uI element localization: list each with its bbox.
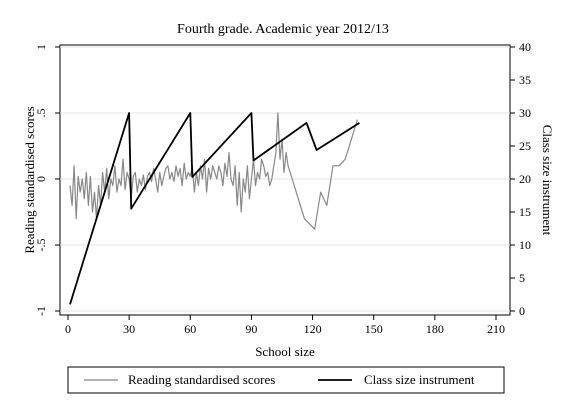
- legend-label-reading: Reading standardised scores: [128, 372, 275, 387]
- x-tick-label-7: 210: [487, 322, 505, 336]
- x-tick-label-1: 30: [123, 322, 135, 336]
- y-right-tick-label-5: 25: [519, 139, 531, 153]
- y-left-axis: -1 -.5 0 .5 1: [34, 44, 60, 316]
- legend-box: [67, 366, 505, 394]
- y-right-tick-label-3: 15: [519, 205, 531, 219]
- x-tick-label-4: 120: [304, 322, 322, 336]
- x-tick-label-0: 0: [65, 322, 71, 336]
- x-tick-label-6: 180: [426, 322, 444, 336]
- y-right-tick-label-0: 0: [519, 304, 525, 318]
- y-left-tick-label-2: 0: [34, 176, 48, 182]
- x-tick-label-5: 150: [365, 322, 383, 336]
- y-right-tick-label-7: 35: [519, 73, 531, 87]
- series-line-0: [69, 112, 358, 230]
- y-right-tick-label-1: 5: [519, 271, 525, 285]
- y-right-axis: 0 5 10 15 20 25 30 35 40: [510, 40, 531, 318]
- series-group: [69, 112, 360, 305]
- y-right-tick-label-4: 20: [519, 172, 531, 186]
- x-tick-label-2: 60: [184, 322, 196, 336]
- x-axis-label: School size: [255, 344, 315, 359]
- y-left-tick-label-1: -.5: [34, 239, 48, 252]
- series-line-1: [69, 112, 360, 305]
- legend-label-instrument: Class size instrument: [364, 372, 475, 387]
- y-right-tick-label-6: 30: [519, 106, 531, 120]
- y-right-axis-label: Class size instrument: [540, 125, 555, 236]
- x-axis: 0 30 60 90 120 150 180 210: [65, 315, 505, 336]
- y-left-tick-label-0: -1: [34, 306, 48, 316]
- chart-title: Fourth grade. Academic year 2012/13: [177, 22, 389, 37]
- y-left-tick-label-3: .5: [34, 109, 48, 118]
- plot-area: [59, 44, 511, 316]
- y-right-tick-label-8: 40: [519, 40, 531, 54]
- x-tick-label-3: 90: [245, 322, 257, 336]
- y-right-tick-label-2: 10: [519, 238, 531, 252]
- y-left-axis-label: Reading standardised scores: [22, 106, 37, 253]
- y-left-tick-label-4: 1: [34, 44, 48, 50]
- legend: Reading standardised scores Class size i…: [67, 366, 505, 394]
- grid: [60, 46, 510, 312]
